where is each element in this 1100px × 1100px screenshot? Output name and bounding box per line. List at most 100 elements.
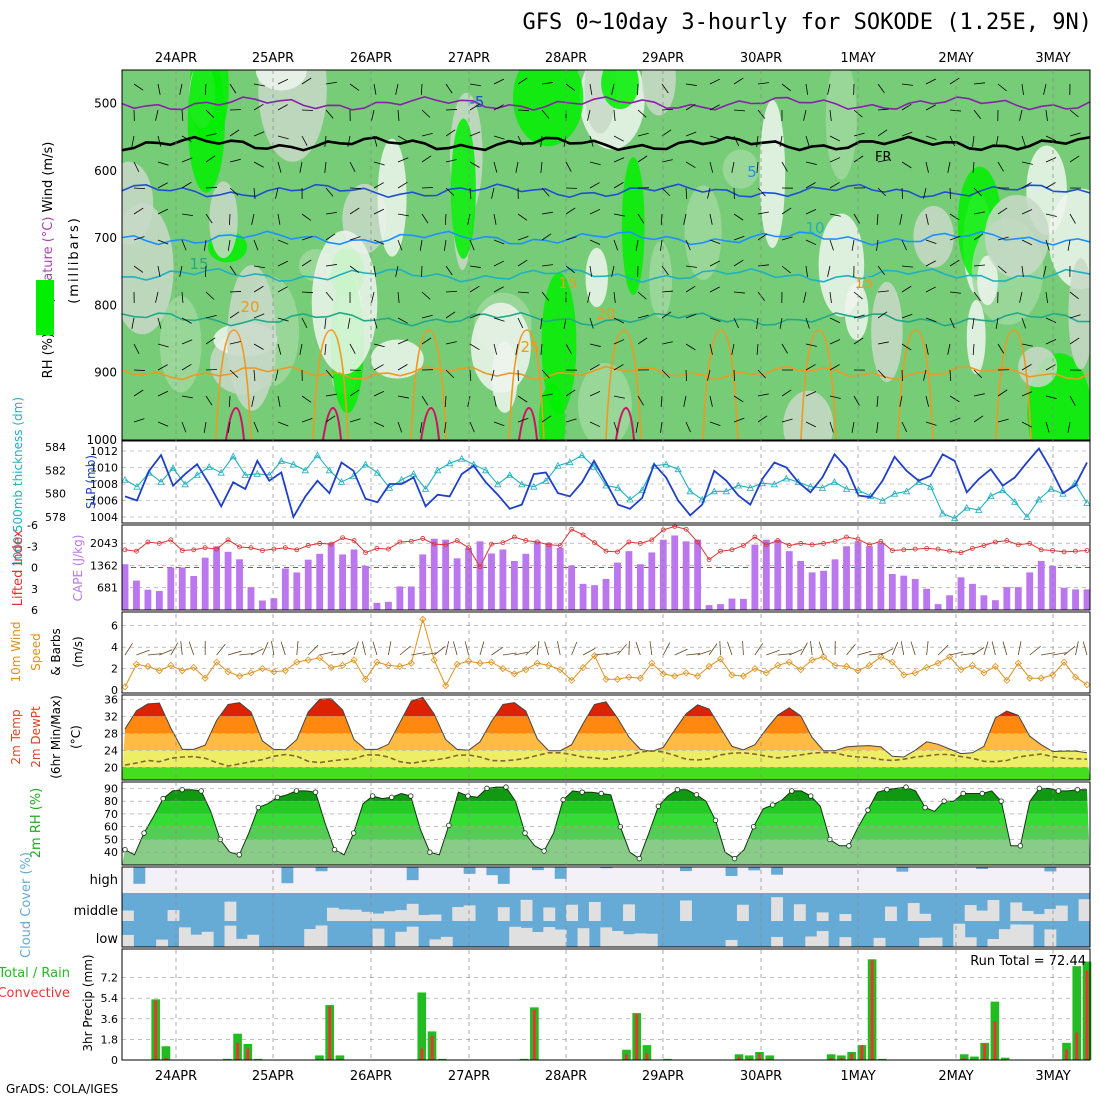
date-label-top: 29APR (642, 51, 684, 66)
wind-barb (157, 182, 168, 189)
wind-barb (157, 208, 169, 215)
li-point (511, 534, 517, 540)
cloud-clear-bar (930, 937, 943, 947)
wind-barb (827, 83, 831, 95)
cape-bar (304, 559, 312, 610)
wind-barb (301, 317, 308, 329)
rh-patch (255, 70, 307, 91)
wind-barb (805, 83, 809, 95)
precip-conv-bar (420, 1048, 424, 1060)
cloud-clear-bar (1033, 914, 1045, 921)
slp-tick-label: 1012 (90, 445, 118, 458)
cloud-clear-bar (725, 939, 738, 947)
wind-barb (1069, 213, 1076, 224)
wind-barb (493, 239, 505, 245)
wind-barb (1067, 421, 1071, 433)
wind-barb (709, 135, 721, 140)
wind-barb (805, 391, 817, 397)
rh-point (408, 793, 414, 799)
wind-barb (589, 83, 593, 95)
precip-total-bar (223, 1058, 232, 1060)
wind-barb (277, 260, 289, 267)
top-date-labels: 24APR 25APR 26APR 27APR 28APR 29APR 30APR 1MAY 2… (155, 51, 1071, 66)
wind-barb-10m (536, 641, 540, 656)
cape-bar (579, 583, 587, 610)
wind-point (716, 655, 725, 663)
wind-barb (301, 259, 312, 267)
precip-conv-bar (747, 1058, 751, 1060)
wind-barb (756, 161, 759, 173)
cape-bar (545, 542, 553, 610)
rh-patch (913, 205, 954, 268)
cape-bar (1083, 589, 1091, 610)
cloud-high-bar (281, 867, 294, 884)
cape-bar (224, 551, 232, 610)
rh-patch (818, 213, 865, 317)
wind-barb (205, 213, 213, 224)
wind-barb (973, 233, 984, 241)
cape-bar (270, 598, 278, 610)
wind-barb (805, 161, 817, 165)
wind-barb (469, 369, 472, 382)
panel-frame (121, 69, 1091, 441)
cloud-row-label: high (90, 873, 118, 888)
wind-barb (253, 265, 265, 269)
li-point (798, 541, 804, 546)
wind-point (293, 658, 301, 666)
wind-barb (373, 208, 385, 215)
wind-barb-10m (727, 641, 733, 656)
precip-total-bar (161, 1046, 171, 1060)
wind-barb (395, 83, 399, 95)
precip-tick-label: 3.6 (101, 1013, 119, 1026)
rh-point (674, 786, 681, 793)
li-point (328, 541, 334, 547)
rh-point (731, 855, 738, 862)
li-point (1038, 547, 1044, 553)
wind-barb-10m (388, 641, 392, 656)
wind-barb (133, 207, 144, 215)
rh-patch (759, 99, 786, 249)
wind-barb (253, 239, 259, 251)
wind-barb (227, 421, 231, 433)
cloud-clear-bar (645, 933, 658, 947)
wind-barb (301, 135, 308, 146)
precip-conv-bar (758, 1053, 761, 1060)
wind-point (762, 669, 770, 677)
rh-band (122, 813, 1090, 827)
thickness-point (217, 468, 225, 476)
cloud-clear-bar (919, 937, 932, 947)
cloud-clear-bar (190, 934, 203, 947)
wind-barb (876, 239, 879, 251)
cloud-clear-bar (406, 926, 419, 947)
wind-barb (133, 389, 144, 397)
cape-bar (522, 553, 530, 610)
thickness-point (939, 509, 947, 517)
cloud-clear-bar (383, 911, 396, 921)
thickness-point (806, 482, 815, 490)
wind-barb (517, 77, 528, 85)
wind-point (316, 654, 324, 662)
wind-point (1083, 681, 1091, 689)
thickness-point (987, 492, 995, 499)
precip-total-bar (519, 1058, 529, 1060)
thickness-point (458, 454, 466, 462)
wind-barb (349, 187, 362, 189)
cape-bar (1026, 572, 1034, 610)
wind-barb (1045, 157, 1057, 163)
thickness-point (818, 483, 827, 491)
cape-bar (327, 542, 335, 610)
cloud-clear-bar (771, 936, 784, 947)
li-point (260, 548, 265, 553)
li-point (683, 526, 689, 532)
wind-barb (277, 395, 281, 407)
li-point (546, 542, 552, 548)
cape-bar (1003, 587, 1011, 610)
wind-barb (925, 239, 937, 244)
wind-barb (373, 83, 377, 95)
precip-conv-bar (532, 1009, 536, 1060)
wind-barb (227, 239, 231, 251)
cape-bar (133, 580, 140, 610)
wind-barb (204, 83, 207, 96)
wind-barb (277, 161, 282, 173)
rh-patch (585, 247, 608, 308)
